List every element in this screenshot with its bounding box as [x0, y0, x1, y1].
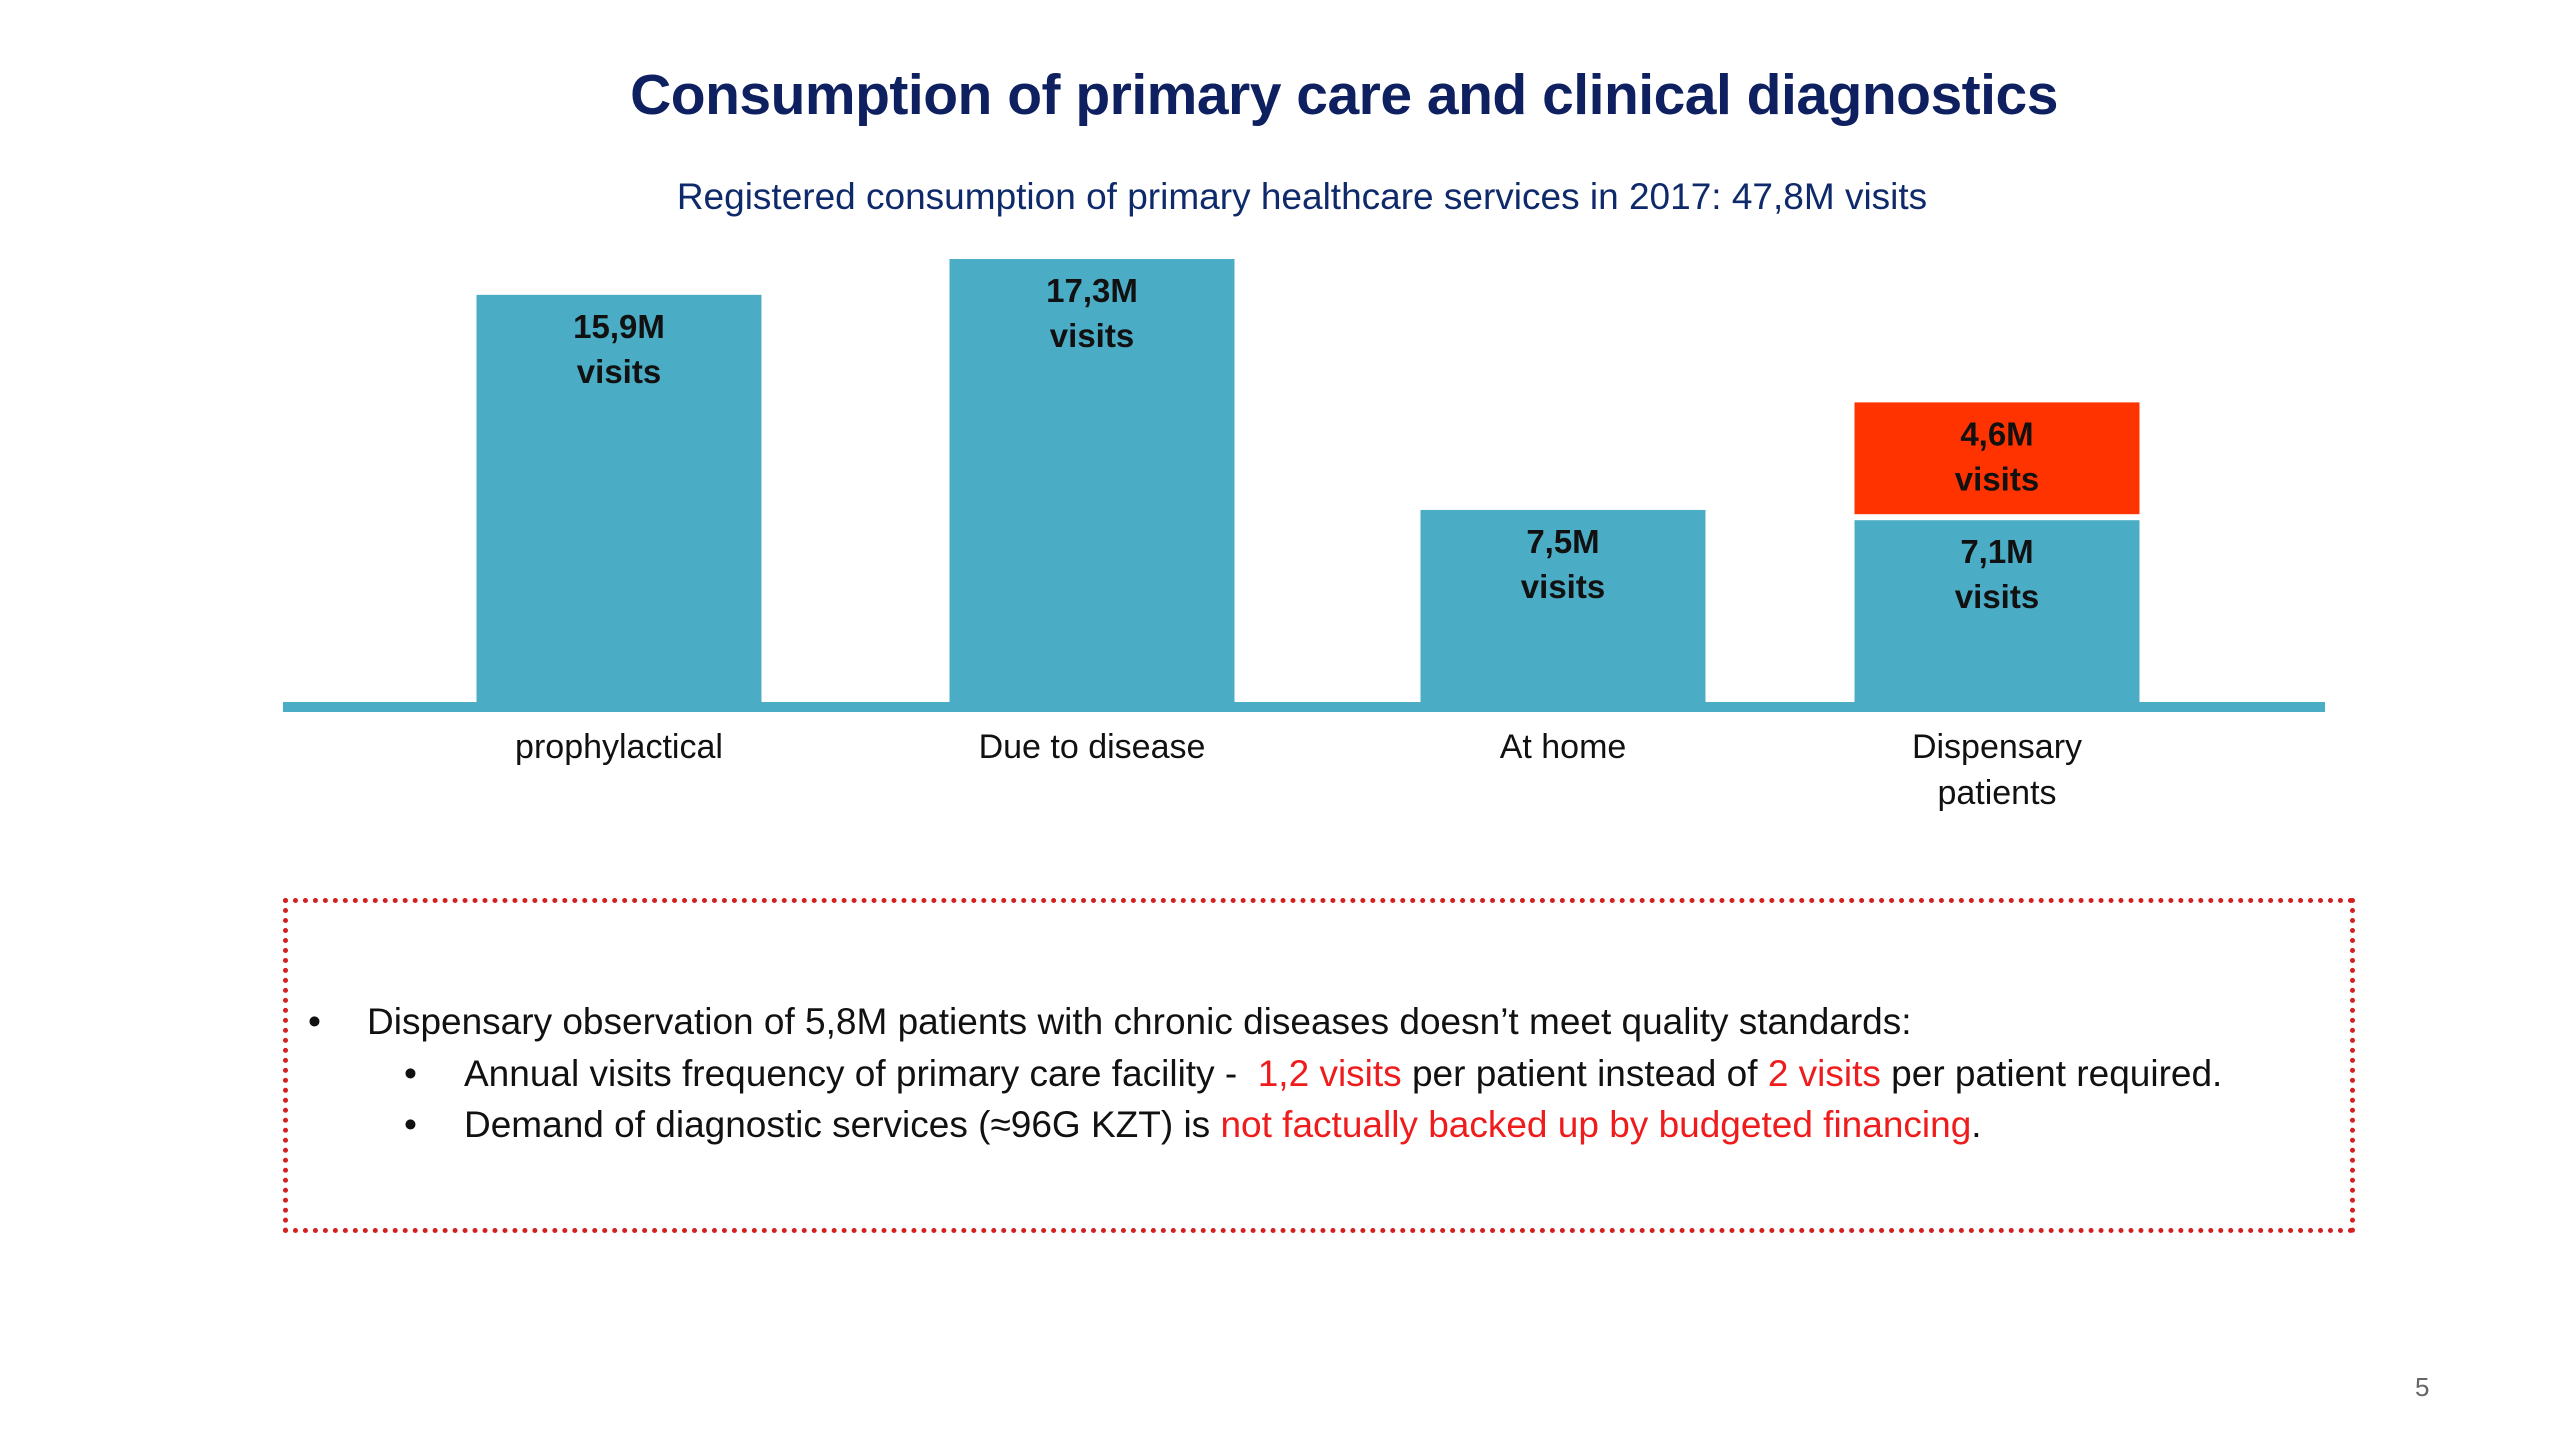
bar-prophylactical — [476, 294, 762, 702]
bullet: • — [404, 1053, 417, 1094]
note-sub-1: Annual visits frequency of primary care … — [464, 1053, 2222, 1095]
bar-data-label: 4,6M visits — [1955, 415, 2039, 497]
note-sub-1-text: Annual visits frequency of primary care … — [464, 1053, 1258, 1094]
note-sub-1-text: per patient required. — [1880, 1053, 2223, 1094]
note-highlight: not factually backed up by budgeted fina… — [1220, 1104, 1972, 1145]
category-label: At home — [1500, 728, 1627, 766]
bar-due-to-disease — [949, 259, 1235, 702]
chart-title: Consumption of primary care and clinical… — [630, 63, 2058, 127]
bar-data-label: 7,5M visits — [1521, 523, 1605, 605]
bar-dispensary-patients — [1854, 520, 2140, 702]
category-label: prophylactical — [515, 728, 723, 766]
notes-box: • Dispensary observation of 5,8M patient… — [283, 898, 2355, 1233]
category-label: Dispensary patients — [1912, 728, 2082, 812]
note-sub-2: Demand of diagnostic services (≈96G KZT)… — [464, 1104, 1982, 1146]
note-sub-2-text: . — [1971, 1104, 1982, 1145]
bullet: • — [308, 1001, 321, 1042]
bar-data-label: 17,3M visits — [1046, 272, 1138, 354]
note-main: Dispensary observation of 5,8M patients … — [367, 1001, 1912, 1042]
note-highlight: 2 visits — [1767, 1053, 1881, 1094]
bar-data-label: 15,9M visits — [573, 308, 665, 390]
category-label: Due to disease — [979, 728, 1206, 766]
chart-subtitle: Registered consumption of primary health… — [676, 176, 1928, 217]
note-sub-1-text: per patient instead of — [1401, 1053, 1768, 1094]
page-number: 5 — [2415, 1372, 2430, 1402]
bar-chart: 15,9M visits 17,3M visits 7,5M visits 7,1M visi… — [283, 259, 2325, 812]
bar-data-label: 7,1M visits — [1955, 533, 2039, 615]
bullet: • — [404, 1104, 417, 1145]
note-sub-2-text: Demand of diagnostic services (≈96G KZT)… — [464, 1104, 1221, 1145]
bar-dispensary-patients-top — [1854, 402, 2140, 515]
note-highlight: 1,2 visits — [1257, 1053, 1402, 1094]
bar-at-home — [1420, 509, 1706, 702]
